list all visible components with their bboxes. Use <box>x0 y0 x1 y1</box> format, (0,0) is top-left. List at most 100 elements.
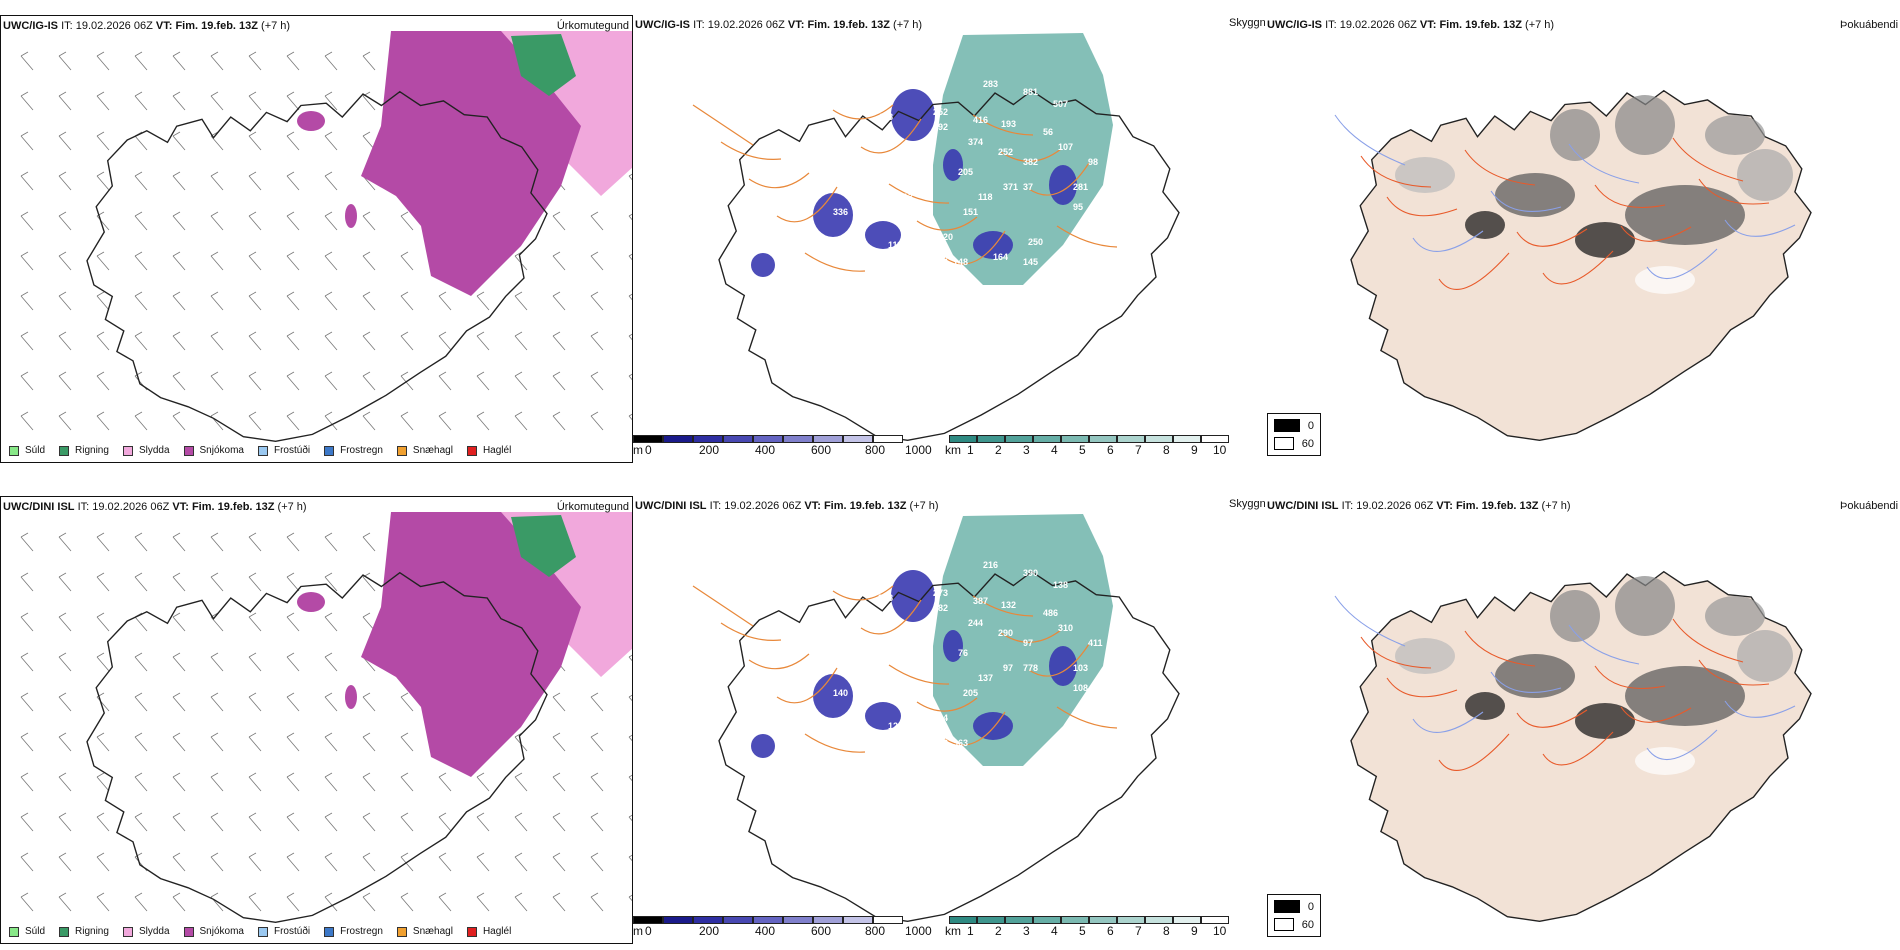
panel-name: Úrkomutegund <box>556 501 629 513</box>
ceiling-label: 290 <box>998 628 1013 638</box>
ceiling-label: 411 <box>1088 638 1103 648</box>
ceiling-label: 107 <box>1058 142 1073 152</box>
ceiling-label: 138 <box>1053 580 1068 590</box>
swatch <box>257 926 268 937</box>
ceiling-label: 273 <box>933 588 948 598</box>
visibility-colorbar: km 1 2 3 4 5 6 7 8 9 10 <box>945 916 1235 938</box>
swatch <box>466 445 477 456</box>
legend-item-snaehagl: Snæhagl <box>396 445 453 456</box>
swatch <box>59 926 70 937</box>
legend-item-slydda: Slydda <box>122 445 170 456</box>
ceiling-label: 205 <box>958 167 973 177</box>
ceiling-label: 142 <box>933 738 948 748</box>
ceiling-label: 120 <box>938 232 953 242</box>
panel-title: UWC/IG-IS IT: 19.02.2026 06Z VT: Fim. 19… <box>1267 19 1555 31</box>
legend-item-frostudi: Frostúði <box>257 445 310 456</box>
legend-item-snjokoma: Snjókoma <box>183 926 244 937</box>
precip-legend: Súld Rigning Slydda Snjókoma Frostúði Fr… <box>9 445 511 456</box>
ceiling-label: 82 <box>1083 698 1093 708</box>
visibility-panel: UWC/IG-IS IT: 19.02.2026 06Z VT: Fim. 19… <box>633 15 1265 463</box>
ceiling-label: 46 <box>1058 247 1068 257</box>
legend-item-suld: Súld <box>9 926 45 937</box>
ceiling-label: 382 <box>1023 157 1038 167</box>
panel-title: UWC/DINI ISL IT: 19.02.2026 06Z VT: Fim.… <box>3 501 307 513</box>
precip-map <box>20 31 632 442</box>
ceiling-label: 252 <box>933 107 948 117</box>
ceiling-label: 184 <box>848 723 863 733</box>
ceiling-label: 97 <box>1003 663 1013 673</box>
swatch <box>396 445 407 456</box>
panel-name: Þokuábendi <box>1840 19 1899 31</box>
legend-item-snaehagl: Snæhagl <box>396 926 453 937</box>
legend-item-snjokoma: Snjókoma <box>183 445 244 456</box>
panel-title: UWC/IG-IS IT: 19.02.2026 06Z VT: Fim. 19… <box>635 19 923 31</box>
precip-type-panel: UWC/DINI ISL IT: 19.02.2026 06Z VT: Fim.… <box>0 496 633 944</box>
ceiling-label: 103 <box>1073 663 1088 673</box>
fog-map <box>1334 89 1812 441</box>
swatch <box>183 926 194 937</box>
fog-panel: UWC/DINI ISL IT: 19.02.2026 06Z VT: Fim.… <box>1265 496 1900 944</box>
ceiling-label: 486 <box>1043 608 1058 618</box>
ceiling-label: 216 <box>983 560 998 570</box>
fog-swatch-60 <box>1274 918 1294 931</box>
ceiling-label: 283 <box>983 79 998 89</box>
legend-item-frostregn: Frostregn <box>324 445 383 456</box>
fog-panel: UWC/IG-IS IT: 19.02.2026 06Z VT: Fim. 19… <box>1265 15 1900 463</box>
ceiling-label: 95 <box>1073 202 1083 212</box>
ceiling-label: 37 <box>1023 182 1033 192</box>
ceiling-label: 374 <box>968 137 983 147</box>
legend-item-slydda: Slydda <box>122 926 170 937</box>
legend-item-frostudi: Frostúði <box>257 926 310 937</box>
ceiling-label: 128 <box>888 721 903 731</box>
ceiling-label: 108 <box>1073 683 1088 693</box>
ceiling-label: 97 <box>1023 638 1033 648</box>
ceiling-label: 390 <box>1023 568 1038 578</box>
ceiling-label: 363 <box>953 738 968 748</box>
ceiling-label: 140 <box>833 688 848 698</box>
panel-title: UWC/DINI ISL IT: 19.02.2026 06Z VT: Fim.… <box>635 500 939 512</box>
swatch <box>396 926 407 937</box>
fog-map <box>1334 570 1812 922</box>
fog-legend: 0 60 <box>1267 894 1321 937</box>
ceiling-label: 408 <box>878 112 893 122</box>
ceiling-label: 881 <box>1023 87 1038 97</box>
swatch <box>324 445 335 456</box>
ceiling-label: 310 <box>1058 623 1073 633</box>
ceiling-colorbar: m 0 200 400 600 800 1000 <box>633 916 943 938</box>
ceiling-label: 76 <box>958 648 968 658</box>
ceiling-label: 205 <box>963 688 978 698</box>
ceiling-label: 11 <box>1083 217 1093 227</box>
swatch <box>122 445 133 456</box>
ceiling-label: 13 <box>903 192 913 202</box>
swatch <box>122 926 133 937</box>
legend-item-haglel: Haglél <box>466 445 511 456</box>
swatch <box>183 445 194 456</box>
ceiling-label: 137 <box>978 673 993 683</box>
ceiling-label: 387 <box>973 596 988 606</box>
ceiling-label: 371 <box>1003 182 1018 192</box>
ceiling-label: 416 <box>973 115 988 125</box>
ceiling-label: 281 <box>1073 182 1088 192</box>
visibility-colorbar: km 1 2 3 4 5 6 7 8 9 10 <box>945 435 1235 457</box>
ceiling-label: 94 <box>938 713 948 723</box>
precip-type-panel: UWC/IG-IS IT: 19.02.2026 06Z VT: Fim. 19… <box>0 15 633 463</box>
visibility-map: 252 283 881 507 292 416 193 408 374 252 382 56 107 98… <box>692 33 1180 441</box>
panel-name: Þokuábendi <box>1840 500 1899 512</box>
ceiling-label: 148 <box>953 257 968 267</box>
ceiling-label: 336 <box>833 207 848 217</box>
ceiling-label: 507 <box>1053 99 1068 109</box>
fog-swatch-60 <box>1274 437 1294 450</box>
legend-item-rigning: Rigning <box>59 926 109 937</box>
precip-legend: Súld Rigning Slydda Snjókoma Frostúði Fr… <box>9 926 511 937</box>
swatch <box>257 445 268 456</box>
ceiling-label: 282 <box>933 603 948 613</box>
ceiling-label: 111 <box>888 240 902 250</box>
fog-legend: 0 60 <box>1267 413 1321 456</box>
ceiling-label: 118 <box>978 192 993 202</box>
swatch <box>324 926 335 937</box>
swatch <box>9 926 19 937</box>
ceiling-label: 252 <box>998 147 1013 157</box>
ceiling-label: 868 <box>878 593 893 603</box>
legend-item-frostregn: Frostregn <box>324 926 383 937</box>
